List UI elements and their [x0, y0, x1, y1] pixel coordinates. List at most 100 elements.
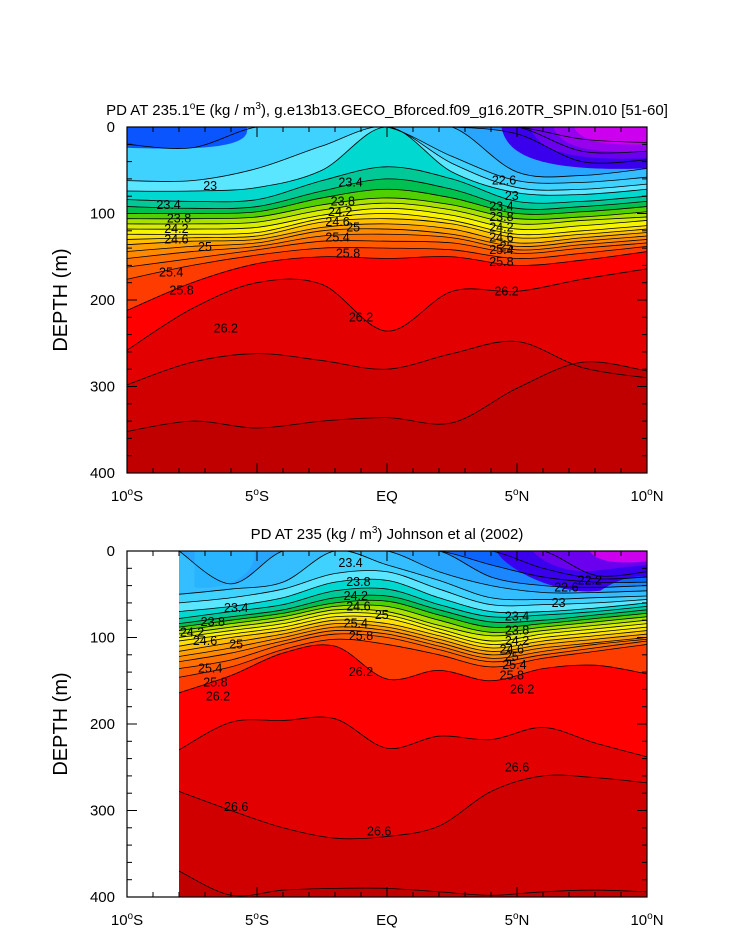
contour-label: 25.8: [336, 246, 360, 260]
contour-label: 25.4: [159, 265, 183, 279]
contour-label: 25: [229, 637, 243, 651]
contour-label: 23.8: [489, 210, 513, 224]
contour-line-26: [127, 251, 647, 311]
low-density-pockets: [194, 551, 647, 592]
contour-fills: [127, 127, 647, 473]
contour-label: 24.6: [325, 215, 349, 229]
contour-label: 22.6: [554, 580, 578, 594]
contour-label: 24.2: [328, 205, 352, 219]
contour-line-26.4: [179, 716, 647, 758]
contour-label: 22.6: [492, 174, 516, 188]
y-tick-label: 200: [90, 292, 115, 309]
y-tick-label: 300: [90, 803, 115, 820]
contour-label: 25: [346, 220, 360, 234]
y-axis: 0 100 200 300 400 DEPTH (m): [50, 543, 647, 906]
contour-line-25.8: [127, 245, 647, 280]
contour-label: 25: [198, 240, 212, 254]
y-tick-label: 200: [90, 716, 115, 733]
contour-label: 25.4: [344, 617, 368, 631]
contour-line-25: [127, 223, 647, 246]
contour-line-26.2: [127, 268, 647, 351]
contour-line-24: [179, 599, 647, 628]
contour-label: 23.4: [505, 610, 529, 624]
contour-label: 23.4: [338, 175, 362, 189]
contour-line-22.8: [179, 551, 647, 594]
contour-label: 23: [203, 179, 217, 193]
contour-label: 25.8: [169, 283, 193, 297]
panel-title: PD AT 235 (kg / m3) Johnson et al (2002): [251, 525, 524, 543]
contour-label: 25: [375, 608, 389, 622]
contour-label: 25.8: [500, 669, 524, 683]
contour-label: 26.6: [224, 800, 248, 814]
contour-line-25: [179, 619, 647, 649]
contour-labels: 2323.423.824.224.62525.425.826.223.423.8…: [156, 174, 518, 336]
contour-line-22.2: [179, 551, 647, 580]
contour-line-25.6: [127, 240, 647, 268]
contour-label: 23.8: [346, 575, 370, 589]
contour-line-23: [127, 127, 647, 191]
contour-line-23.4: [179, 578, 647, 614]
contour-line-25.4: [127, 233, 647, 259]
contour-label: 23.4: [489, 200, 513, 214]
contour-label: 24.6: [489, 231, 513, 245]
contour-label: 23: [505, 189, 519, 203]
x-tick-label: 10oN: [630, 487, 663, 505]
x-tick-label: 5oS: [245, 487, 269, 505]
contour-line-22.8: [127, 127, 647, 184]
contour-line-23: [179, 551, 647, 601]
y-tick-label: 300: [90, 379, 115, 396]
contour-label: 26.6: [505, 760, 529, 774]
contour-label: 25.8: [203, 675, 227, 689]
contour-label: 23.4: [338, 556, 362, 570]
y-tick-label: 0: [107, 543, 115, 560]
contour-label: 25.4: [502, 658, 526, 672]
x-tick-label: 10oN: [630, 911, 663, 929]
contour-label: 24.2: [180, 625, 204, 639]
contour-line-23.2: [127, 127, 647, 196]
contour-line-26.2: [179, 644, 647, 694]
y-tick-label: 400: [90, 465, 115, 482]
contour-line-22.6: [179, 551, 647, 588]
contour-line-23.8: [179, 594, 647, 625]
fill-level-26.8: [179, 871, 647, 897]
contour-line-23.8: [127, 188, 647, 215]
contour-label: 25.8: [489, 255, 513, 269]
contour-label: 25.4: [489, 243, 513, 257]
contour-label: 23.8: [201, 615, 225, 629]
contour-line-24: [127, 197, 647, 220]
contour-label: 25.4: [198, 662, 222, 676]
panel-title: PD AT 235.1oE (kg / m3), g.e13b13.GECO_B…: [106, 101, 668, 119]
contour-line-24.2: [127, 202, 647, 225]
contour-label: 25: [500, 239, 514, 253]
x-axis: 10oS 5oS EQ 5oN 10oN: [111, 127, 664, 505]
contour-label: 24.6: [164, 232, 188, 246]
contour-label: 24.6: [193, 634, 217, 648]
contour-line-22.4: [179, 551, 647, 583]
contour-label: 26.2: [494, 284, 518, 298]
contour-line-24.4: [179, 608, 647, 637]
contour-label: 23.4: [224, 601, 248, 615]
contour-line-26.6: [179, 774, 647, 840]
contour-line-25.6: [179, 629, 647, 663]
y-axis-label: DEPTH (m): [50, 672, 72, 775]
contour-line-23.6: [127, 178, 647, 210]
contour-label: 24.6: [346, 599, 370, 613]
y-axis-label: DEPTH (m): [50, 248, 72, 351]
fill-level-26.6: [127, 361, 647, 473]
contour-label: 22.2: [578, 573, 602, 587]
y-axis: 0 100 200 300 400 DEPTH (m): [50, 119, 647, 482]
contour-label: 26.2: [214, 322, 238, 336]
x-tick-label: EQ: [376, 912, 398, 929]
contour-label: 23.8: [505, 624, 529, 638]
contour-label: 24.2: [505, 634, 529, 648]
x-tick-label: 10oS: [111, 487, 143, 505]
fill-level-26.6: [179, 775, 647, 897]
contour-label: 25: [505, 650, 519, 664]
contour-label: 26.2: [206, 689, 230, 703]
contour-label: 26.6: [367, 824, 391, 838]
x-axis: 10oS 5oS EQ 5oN 10oN: [111, 551, 664, 929]
contour-line-26.4: [127, 340, 647, 386]
contour-label: 24.6: [500, 643, 524, 657]
x-tick-label: 5oS: [245, 911, 269, 929]
